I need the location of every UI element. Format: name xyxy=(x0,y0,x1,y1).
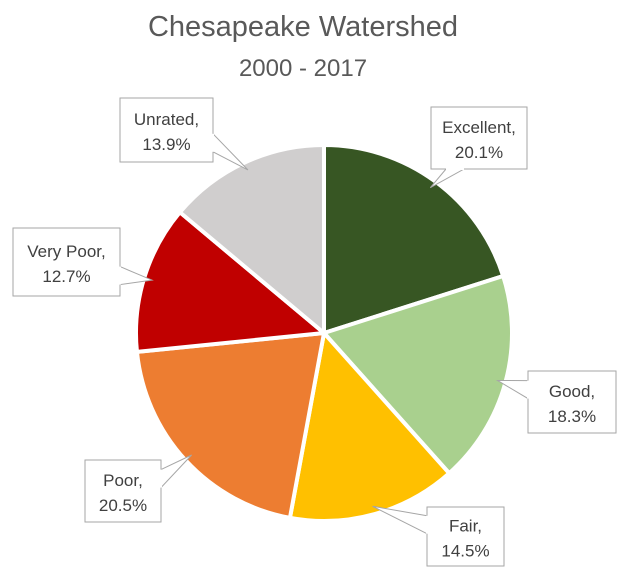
data-label-category: Excellent, xyxy=(442,118,516,137)
callout-box xyxy=(119,97,214,163)
callout-box xyxy=(430,106,528,170)
callout-poor: Poor, 20.5% xyxy=(84,454,192,523)
chart-subtitle: 2000 - 2017 xyxy=(239,55,367,82)
data-label-value: 20.5% xyxy=(99,496,147,515)
pie-slice-poor xyxy=(134,331,326,520)
callout-very-poor: Very Poor, 12.7% xyxy=(12,227,154,297)
callout-excellent: Excellent, 20.1% xyxy=(429,106,528,189)
data-label-callouts: Excellent, 20.1% Good, 18.3% Fair, 14.5% Poor,… xyxy=(12,97,617,567)
callout-pointer xyxy=(212,132,249,171)
data-label-category: Very Poor, xyxy=(27,242,105,261)
callout-pointer xyxy=(372,505,428,535)
pie-slices xyxy=(134,143,514,524)
data-label-category: Poor, xyxy=(103,471,143,490)
callout-unrated: Unrated, 13.9% xyxy=(119,97,249,171)
data-label-value: 18.3% xyxy=(548,407,596,426)
callout-pointer xyxy=(429,168,466,189)
callout-box xyxy=(426,506,505,567)
callout-box xyxy=(527,370,617,434)
data-label-category: Fair, xyxy=(449,517,482,536)
data-label-category: Unrated, xyxy=(134,110,199,129)
data-label-value: 12.7% xyxy=(42,267,90,286)
callout-box xyxy=(12,227,121,297)
data-label-value: 20.1% xyxy=(455,143,503,162)
pie-slice-excellent xyxy=(322,143,506,335)
data-label-value: 14.5% xyxy=(441,542,489,561)
callout-good: Good, 18.3% xyxy=(495,370,617,434)
pie-slice-fair xyxy=(287,331,452,524)
pie-slice-unrated xyxy=(177,143,326,335)
data-label-value: 13.9% xyxy=(142,135,190,154)
callout-fair: Fair, 14.5% xyxy=(372,505,505,567)
data-label-category: Good, xyxy=(549,382,595,401)
callout-box xyxy=(84,459,162,523)
callout-pointer xyxy=(160,454,192,489)
chart-title: Chesapeake Watershed xyxy=(148,11,458,43)
